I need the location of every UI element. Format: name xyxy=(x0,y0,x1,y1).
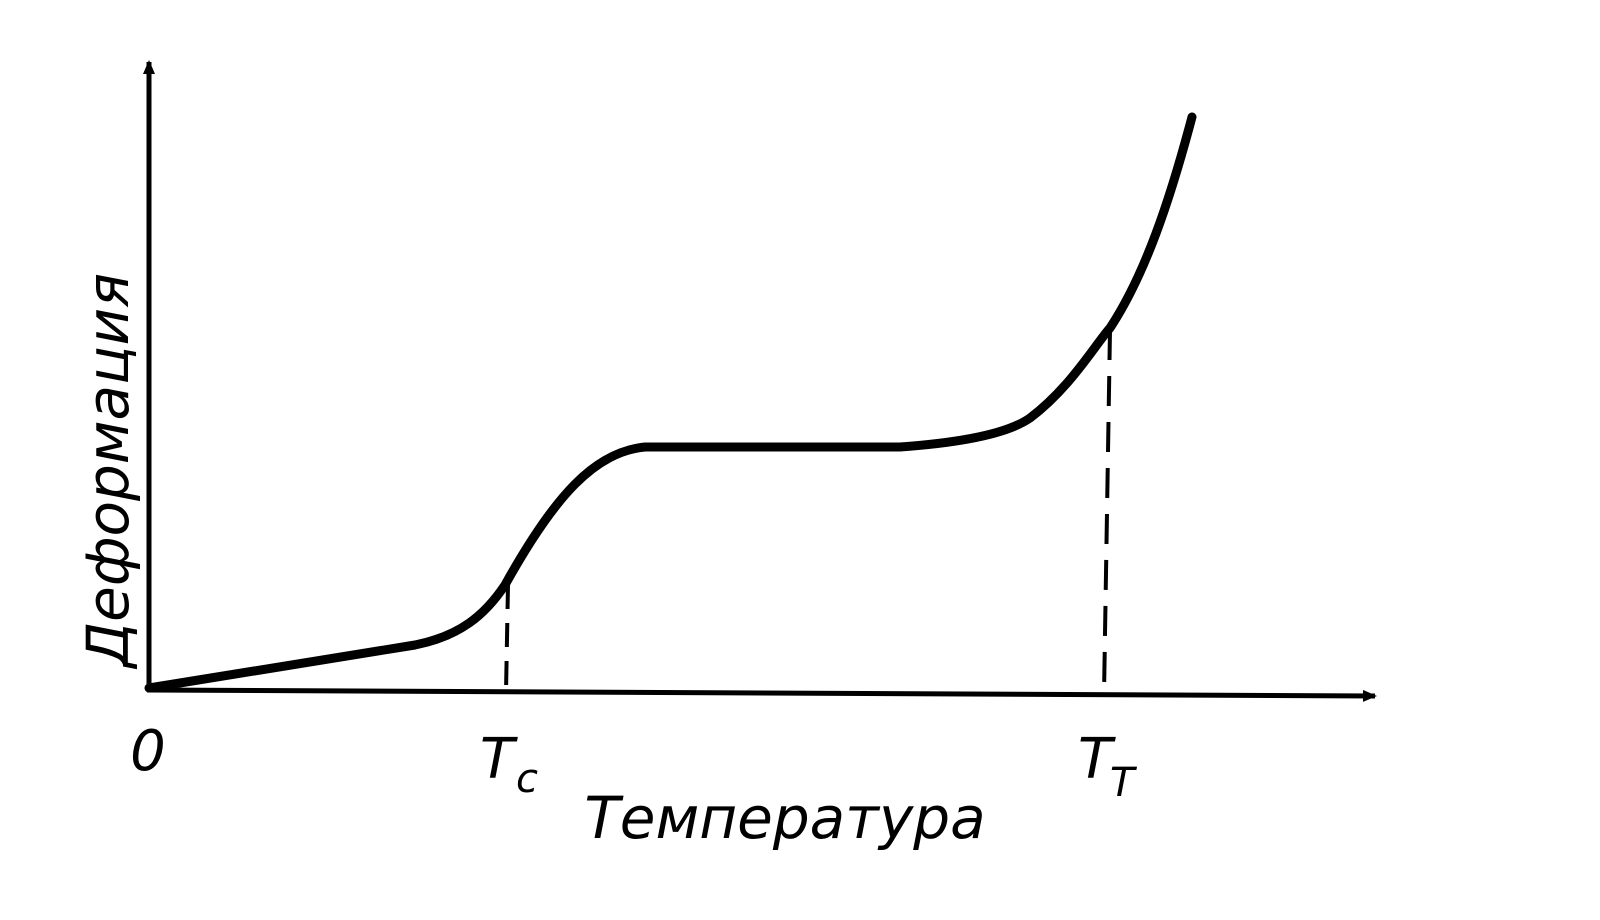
tc-drop-line xyxy=(504,584,510,693)
tt-drop-line xyxy=(1102,329,1112,696)
tt-subscript: T xyxy=(1110,760,1138,806)
deformation-curve xyxy=(144,112,1197,693)
tc-symbol: T xyxy=(480,727,518,792)
x-axis-label: Температура xyxy=(584,784,985,852)
x-axis xyxy=(146,687,1377,702)
tc-subscript: c xyxy=(516,756,538,802)
origin-label: 0 xyxy=(130,719,166,784)
y-axis-label: Деформация xyxy=(74,273,142,670)
tt-symbol: T xyxy=(1078,727,1116,792)
